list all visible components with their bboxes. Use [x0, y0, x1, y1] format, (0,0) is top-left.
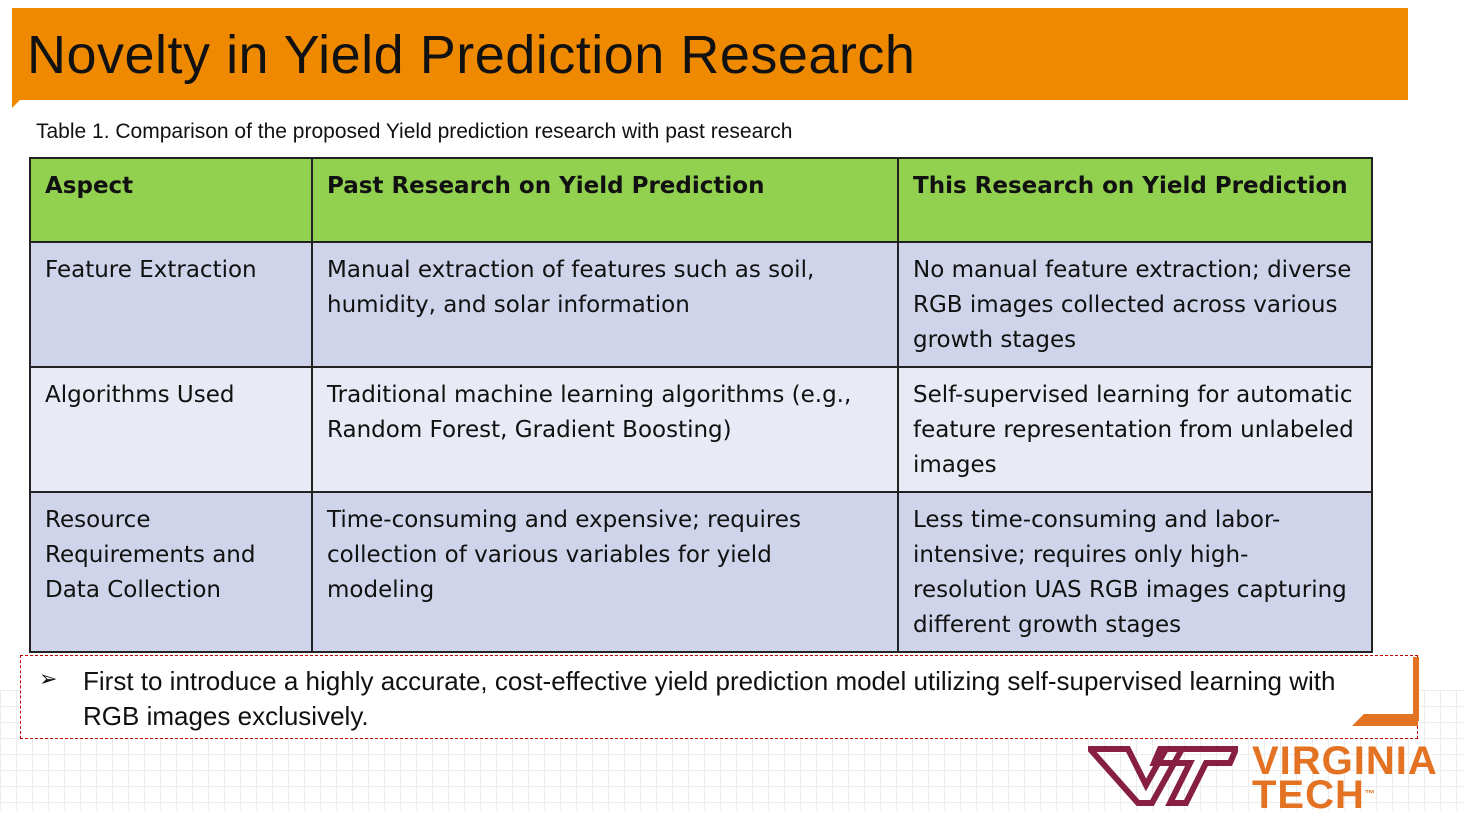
vt-logo-icon	[1088, 746, 1238, 806]
row-this: No manual feature extraction; diverse RG…	[897, 241, 1373, 368]
orange-accent-stripe	[1352, 714, 1418, 726]
row-this: Less time-consuming and labor-intensive;…	[897, 491, 1373, 653]
row-aspect: Resource Requirements and Data Collectio…	[29, 491, 313, 653]
header-aspect: Aspect	[29, 157, 313, 243]
row-this: Self-supervised learning for automatic f…	[897, 366, 1373, 493]
wordmark-tech: TECH	[1252, 773, 1365, 817]
table-caption: Table 1. Comparison of the proposed Yiel…	[36, 120, 793, 143]
orange-accent-bar	[1413, 657, 1419, 721]
arrow-bullet-icon: ➢	[39, 666, 58, 691]
title-bar: Novelty in Yield Prediction Research	[12, 8, 1408, 108]
table-header-row: Aspect Past Research on Yield Prediction…	[29, 157, 1373, 243]
table-row: Resource Requirements and Data Collectio…	[29, 491, 1373, 653]
header-this-research: This Research on Yield Prediction	[897, 157, 1373, 243]
wordmark-line-1: VIRGINIA	[1252, 739, 1438, 783]
row-aspect: Algorithms Used	[29, 366, 313, 493]
comparison-table: Aspect Past Research on Yield Prediction…	[29, 157, 1373, 653]
header-past-research: Past Research on Yield Prediction	[311, 157, 899, 243]
table-row: Feature Extraction Manual extraction of …	[29, 241, 1373, 368]
key-point-text: First to introduce a highly accurate, co…	[83, 666, 1336, 731]
row-past: Traditional machine learning algorithms …	[311, 366, 899, 493]
table-row: Algorithms Used Traditional machine lear…	[29, 366, 1373, 493]
row-aspect: Feature Extraction	[29, 241, 313, 368]
key-point-box: ➢ First to introduce a highly accurate, …	[20, 655, 1418, 739]
virginia-tech-wordmark: VIRGINIA TECH™	[1252, 739, 1438, 815]
row-past: Manual extraction of features such as so…	[311, 241, 899, 368]
trademark-mark: ™	[1364, 789, 1375, 800]
wordmark-line-2: TECH™	[1252, 775, 1438, 815]
slide-title: Novelty in Yield Prediction Research	[27, 25, 916, 85]
row-past: Time-consuming and expensive; requires c…	[311, 491, 899, 653]
